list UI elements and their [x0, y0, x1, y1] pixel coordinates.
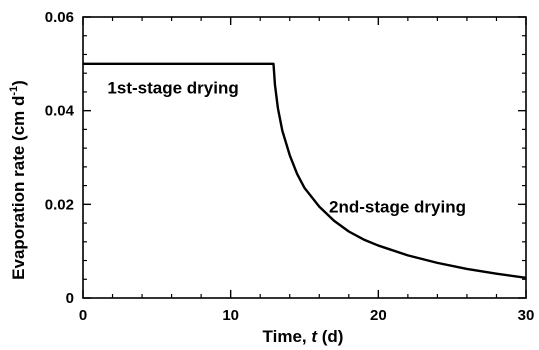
x-tick-label: 10	[222, 307, 239, 324]
y-tick-label: 0.04	[45, 103, 75, 120]
y-tick-label: 0	[66, 290, 74, 307]
annotation-label: 1st-stage drying	[107, 78, 238, 97]
x-axis-label: Time,	[263, 327, 312, 346]
x-tick-label: 30	[518, 307, 535, 324]
y-tick-label: 0.06	[45, 9, 74, 26]
x-tick-label: 20	[370, 307, 387, 324]
plot-area	[82, 16, 527, 299]
x-axis-unit: (d)	[317, 327, 343, 346]
series-layer	[83, 62, 527, 280]
y-axis-unit-exponent: -1	[8, 86, 20, 96]
evaporation-rate-line	[83, 62, 527, 280]
y-axis-title: Evaporation rate (cm d-1)	[8, 80, 28, 280]
x-axis-title: Time, t (d)	[263, 327, 344, 346]
y-axis-label-close: )	[9, 80, 28, 86]
x-tick-label: 0	[79, 307, 87, 324]
axis-ticks: 0 10 20 30 0 0.02 0.04 0.06	[45, 9, 535, 324]
y-axis-label: Evaporation rate (cm d	[9, 96, 28, 280]
plot-frame	[82, 16, 527, 299]
y-tick-label: 0.02	[45, 196, 74, 213]
annotation-label: 2nd-stage drying	[329, 198, 466, 217]
annotations: 1st-stage drying 2nd-stage drying	[107, 78, 466, 216]
x-axis-variable: t	[311, 327, 318, 346]
